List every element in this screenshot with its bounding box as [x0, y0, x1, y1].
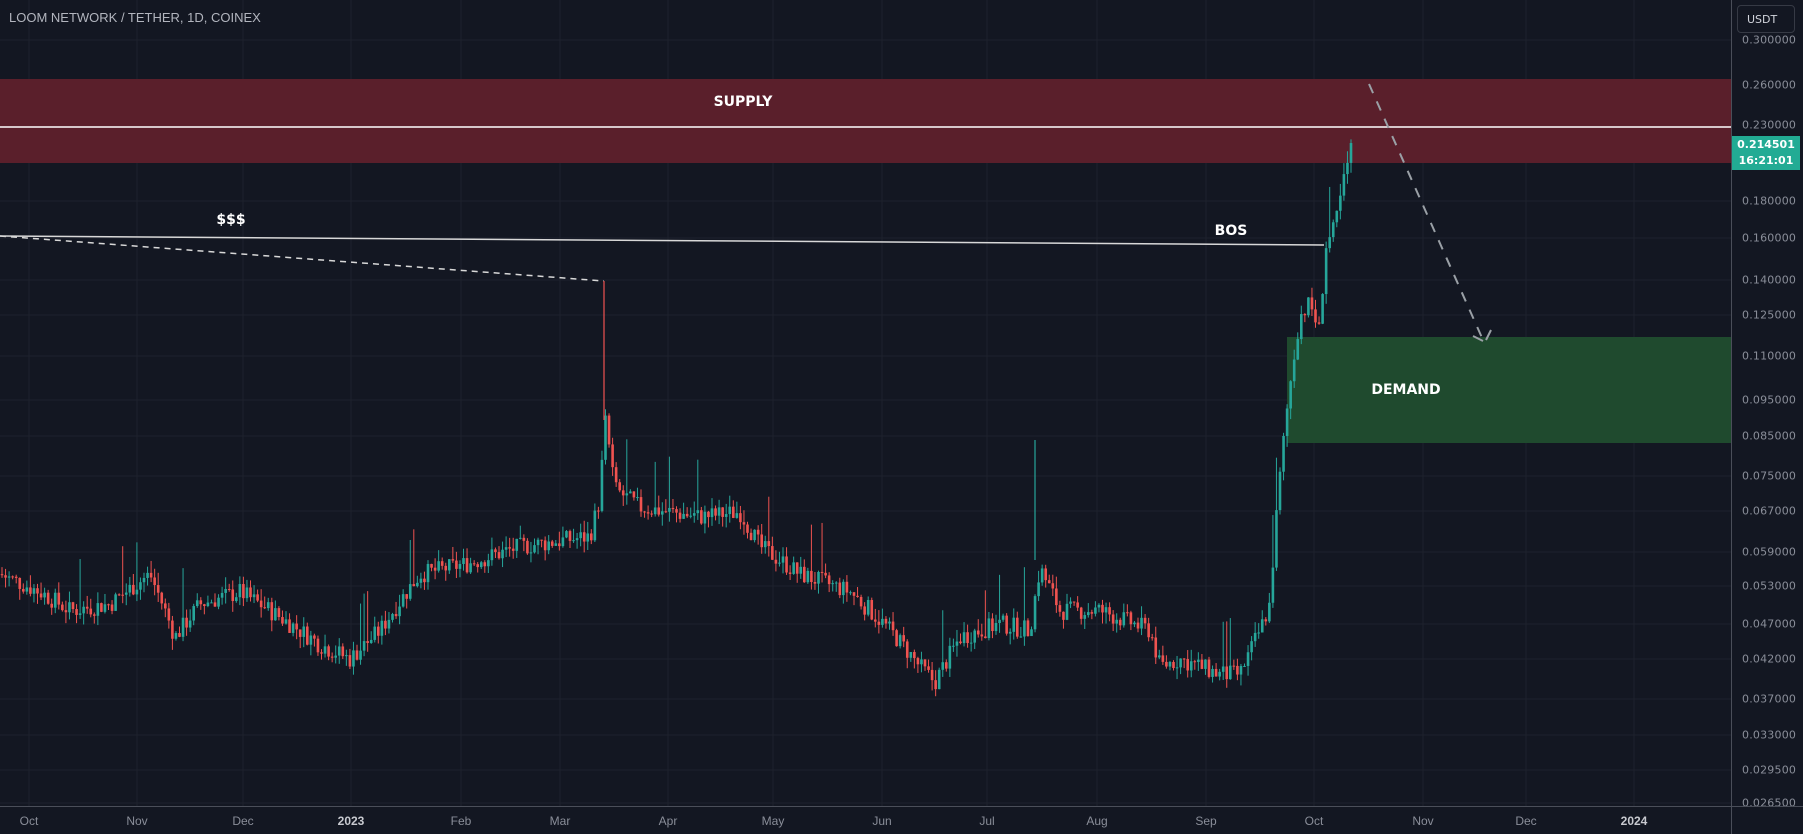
price-tick: 0.125000 — [1742, 308, 1797, 322]
time-tick: Apr — [658, 814, 678, 828]
time-axis[interactable]: Oct Nov Dec 2023 Feb Mar Apr May Jun Jul Aug Sep Oct… — [0, 806, 1731, 834]
price-tick: 0.180000 — [1742, 194, 1797, 208]
time-tick: Aug — [1086, 814, 1108, 828]
time-tick: Sep — [1195, 814, 1217, 828]
time-tick: Jul — [979, 814, 995, 828]
time-tick: Dec — [232, 814, 254, 828]
time-tick: Nov — [1412, 814, 1434, 828]
price-tick: 0.095000 — [1742, 393, 1797, 407]
price-tick: 0.110000 — [1742, 349, 1797, 363]
price-tick: 0.053000 — [1742, 579, 1797, 593]
axis-corner — [1731, 806, 1803, 834]
last-price-value: 0.214501 — [1737, 138, 1795, 151]
currency-button[interactable]: USDT — [1737, 5, 1795, 33]
time-tick: Mar — [549, 814, 571, 828]
time-tick: 2024 — [1620, 814, 1648, 828]
trendline-dashed — [0, 235, 605, 282]
time-tick: May — [761, 814, 785, 828]
time-tick: Oct — [1304, 814, 1324, 828]
time-tick: Nov — [126, 814, 148, 828]
price-tick: 0.047000 — [1742, 617, 1797, 631]
demand-zone — [1287, 337, 1731, 443]
time-tick: Dec — [1515, 814, 1537, 828]
time-tick: Feb — [450, 814, 472, 828]
bos-line — [0, 235, 1325, 246]
supply-zone — [0, 79, 1731, 163]
last-price-badge: 0.214501 16:21:01 — [1732, 136, 1800, 170]
price-tick: 0.037000 — [1742, 692, 1797, 706]
price-tick: 0.029500 — [1742, 763, 1797, 777]
price-tick: 0.075000 — [1742, 469, 1797, 483]
candlestick-chart[interactable] — [0, 0, 1731, 806]
price-axis[interactable]: 0.300000 0.260000 0.230000 0.180000 0.160000… — [1731, 0, 1803, 810]
chart-area[interactable]: LOOM NETWORK / TETHER, 1D, COINEX SUPPLY… — [0, 0, 1731, 806]
liquidity-label: $$$ — [216, 212, 246, 228]
price-tick: 0.033000 — [1742, 728, 1797, 742]
time-tick: 2023 — [337, 814, 365, 828]
price-tick: 0.059000 — [1742, 545, 1797, 559]
time-tick: Oct — [19, 814, 39, 828]
time-tick: Jun — [872, 814, 892, 828]
demand-label: DEMAND — [1371, 382, 1441, 398]
symbol-title: LOOM NETWORK / TETHER, 1D, COINEX — [9, 10, 261, 25]
price-tick: 0.300000 — [1742, 33, 1797, 47]
price-tick: 0.067000 — [1742, 504, 1797, 518]
price-tick: 0.260000 — [1742, 78, 1797, 92]
price-tick: 0.085000 — [1742, 429, 1797, 443]
bar-countdown: 16:21:01 — [1738, 154, 1794, 167]
price-tick: 0.042000 — [1742, 652, 1797, 666]
projection-arrow — [1368, 83, 1484, 341]
bos-label: BOS — [1214, 223, 1248, 239]
supply-label: SUPPLY — [713, 94, 773, 110]
price-tick: 0.140000 — [1742, 273, 1797, 287]
price-tick: 0.230000 — [1742, 118, 1797, 132]
price-tick: 0.160000 — [1742, 231, 1797, 245]
